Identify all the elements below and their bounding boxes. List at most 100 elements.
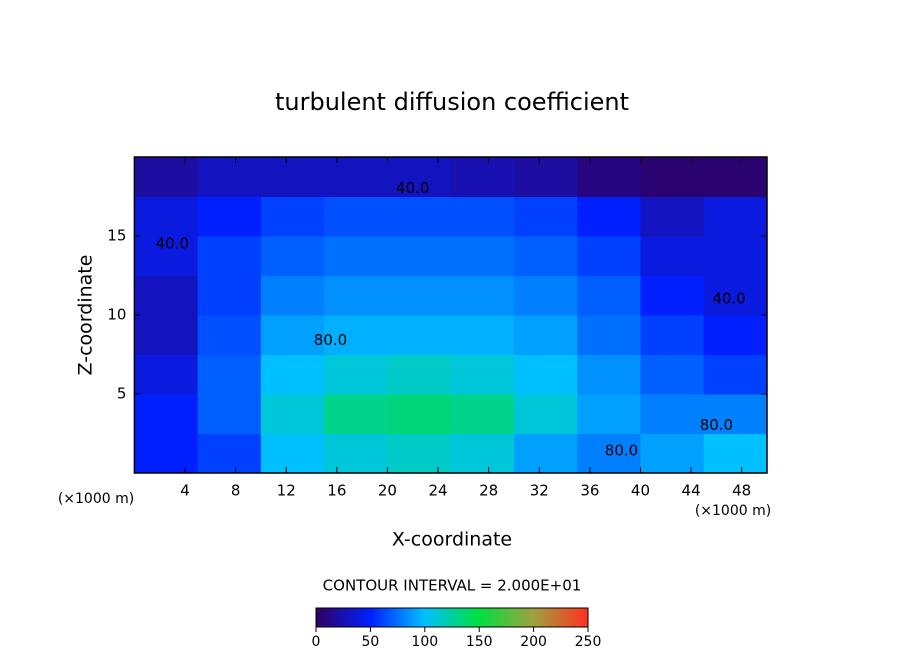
heat-cell	[324, 236, 388, 276]
x-tick-label: 28	[479, 482, 498, 500]
heat-cell	[324, 315, 388, 355]
x-tick-label: 48	[732, 482, 751, 500]
y-axis-label: Z-coordinate	[75, 255, 97, 376]
heat-cell	[577, 196, 641, 237]
contour-label: 40.0	[712, 290, 745, 308]
heat-cell	[703, 275, 768, 316]
x-tick-label: 12	[277, 482, 296, 500]
colorbar-tick-label: 100	[411, 634, 438, 650]
heat-cell	[450, 275, 515, 316]
heat-cell	[450, 354, 515, 395]
contour-label: 40.0	[396, 179, 429, 197]
chart-title: turbulent diffusion coefficient	[275, 88, 629, 116]
heat-cell	[703, 157, 768, 197]
heat-cell	[703, 394, 768, 434]
y-tick-label: 10	[107, 306, 126, 324]
heat-cell	[640, 275, 705, 316]
heat-cell	[577, 275, 641, 316]
heat-cell	[324, 394, 388, 434]
heat-cell	[703, 236, 768, 276]
heat-cell	[640, 157, 705, 197]
heat-cell	[134, 196, 199, 237]
heat-cell	[197, 157, 262, 197]
contour-note: CONTOUR INTERVAL = 2.000E+01	[323, 577, 582, 595]
heat-cell	[134, 236, 199, 276]
y-tick-label: 5	[117, 385, 127, 403]
heat-cell	[577, 433, 641, 474]
colorbar-tick-label: 200	[520, 634, 547, 650]
x-tick-label: 16	[327, 482, 346, 500]
heat-cell	[450, 394, 515, 434]
heat-cell	[260, 394, 325, 434]
heat-cell	[577, 236, 641, 276]
heat-cell	[387, 196, 452, 237]
heat-cell	[703, 196, 768, 237]
heat-cell	[260, 157, 325, 197]
y-tick-label: 15	[107, 227, 126, 245]
heat-cell	[513, 354, 578, 395]
heat-cell	[513, 275, 578, 316]
x-tick-label: 4	[180, 482, 190, 500]
heat-cell	[324, 354, 388, 395]
heat-cell	[513, 196, 578, 237]
heat-cell	[577, 157, 641, 197]
x-unit-label: (×1000 m)	[695, 503, 771, 519]
colorbar-tick-label: 250	[575, 634, 602, 650]
heat-cell	[324, 196, 388, 237]
heat-cell	[450, 157, 515, 197]
contour-label: 80.0	[700, 416, 733, 434]
heat-cell	[640, 196, 705, 237]
heat-cell	[134, 433, 199, 474]
heat-cell	[197, 394, 262, 434]
heat-cell	[134, 315, 199, 355]
heat-cell	[197, 196, 262, 237]
heat-cell	[513, 157, 578, 197]
heat-cell	[387, 354, 452, 395]
heat-cell	[387, 315, 452, 355]
colorbar	[315, 607, 589, 628]
heat-cell	[134, 157, 199, 197]
heat-cell	[640, 394, 705, 434]
x-tick-label: 40	[631, 482, 650, 500]
heat-cell	[260, 275, 325, 316]
heat-cell	[577, 315, 641, 355]
heat-cell	[703, 315, 768, 355]
heat-cell	[387, 157, 452, 197]
heat-cell	[513, 433, 578, 474]
heat-cell	[450, 196, 515, 237]
heat-cell	[640, 236, 705, 276]
heat-cell	[387, 236, 452, 276]
colorbar-tick-label: 150	[466, 634, 493, 650]
x-tick-label: 8	[231, 482, 241, 500]
heat-cell	[703, 433, 768, 474]
contour-label: 80.0	[314, 331, 347, 349]
heat-cell	[324, 275, 388, 316]
heat-cell	[387, 433, 452, 474]
heat-cell	[260, 315, 325, 355]
heat-cell	[513, 394, 578, 434]
heat-cell	[703, 354, 768, 395]
heat-cell	[577, 354, 641, 395]
heat-cell	[260, 236, 325, 276]
heat-cell	[513, 315, 578, 355]
heat-cell	[387, 394, 452, 434]
colorbar-tick-label: 0	[312, 634, 321, 650]
x-tick-label: 36	[580, 482, 599, 500]
heat-cell	[134, 394, 199, 434]
colorbar-tick-label: 50	[361, 634, 379, 650]
heat-cell	[197, 433, 262, 474]
heat-cell	[450, 433, 515, 474]
heat-cell	[640, 433, 705, 474]
heat-cell	[324, 433, 388, 474]
heat-cell	[450, 315, 515, 355]
heat-cell	[260, 196, 325, 237]
heat-cell	[387, 275, 452, 316]
heat-cell	[134, 354, 199, 395]
heat-cell	[450, 236, 515, 276]
x-tick-label: 20	[378, 482, 397, 500]
heat-cell	[197, 236, 262, 276]
heat-cell	[134, 275, 199, 316]
heat-cell	[577, 394, 641, 434]
heat-cell	[324, 157, 388, 197]
